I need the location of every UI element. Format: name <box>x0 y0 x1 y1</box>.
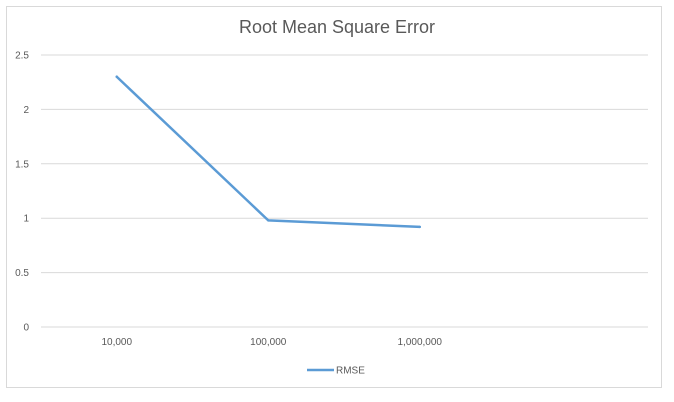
y-tick-label: 2.5 <box>15 51 29 62</box>
legend: RMSE <box>307 366 365 377</box>
x-tick-label: 1,000,000 <box>398 337 443 348</box>
gridlines <box>41 54 648 328</box>
y-tick-label: 0.5 <box>15 268 29 279</box>
chart-title: Root Mean Square Error <box>238 17 436 37</box>
data-point <box>418 225 421 229</box>
x-axis-tick-labels: 10,000 100,000 1,000,000 <box>101 337 442 348</box>
data-point <box>267 219 270 222</box>
y-axis-tick-labels: 0 0.5 1 1.5 2 2.5 <box>15 51 29 334</box>
series-lines <box>115 75 421 229</box>
y-tick-label: 1 <box>23 214 29 225</box>
legend-label: RMSE <box>336 366 365 377</box>
y-tick-label: 0 <box>23 323 29 334</box>
y-tick-label: 1.5 <box>15 159 29 170</box>
x-tick-label: 10,000 <box>101 337 132 348</box>
chart-frame <box>6 6 662 388</box>
data-point <box>115 75 118 78</box>
x-tick-label: 100,000 <box>250 337 287 348</box>
series-line-rmse <box>115 75 421 229</box>
y-tick-label: 2 <box>23 105 29 116</box>
